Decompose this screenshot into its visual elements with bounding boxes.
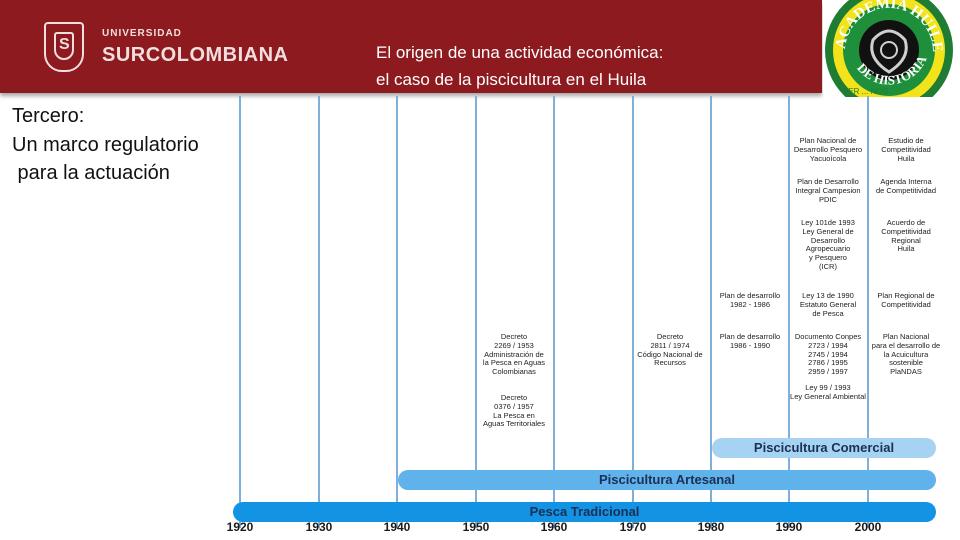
timeline-gridline [553, 96, 555, 528]
side-text-line-1: Tercero: [12, 105, 85, 127]
note-estudio: Estudio de Competitividad Huila [881, 136, 931, 163]
note-plan-regional: Plan Regional de Competitividad [877, 291, 935, 309]
logo-big-text: SURCOLOMBIANA [102, 44, 289, 66]
emblem-bottom-text: VER ... NOS [843, 87, 888, 96]
note-ley-101: Ley 101de 1993 Ley General de Desarrollo… [801, 218, 855, 271]
side-text-line-2: Un marco regulatorio [12, 134, 199, 156]
timeline-gridline [396, 96, 398, 528]
note-decreto-2269: Decreto 2269 / 1953 Administración de la… [482, 332, 546, 377]
note-acuerdo: Acuerdo de Competitividad Regional Huila [881, 218, 931, 254]
year-label: 1940 [383, 520, 411, 534]
year-label: 1980 [697, 520, 725, 534]
year-label: 1990 [775, 520, 803, 534]
note-plandas: Plan Nacional para el desarrollo de la A… [871, 332, 941, 377]
timeline-gridline [239, 96, 241, 528]
note-ley-99: Ley 99 / 1993 Ley General Ambiental [790, 383, 866, 401]
year-label: 1970 [619, 520, 647, 534]
slide-title-line-2: el caso de la piscicultura en el Huila [376, 70, 647, 89]
bar-piscicultura-comercial: Piscicultura Comercial [712, 438, 936, 458]
year-label: 1950 [462, 520, 490, 534]
header-banner: S UNIVERSIDAD SURCOLOMBIANA El origen de… [0, 0, 822, 93]
side-text-line-3: para la actuación [12, 162, 170, 184]
note-plan-1982: Plan de desarrollo 1982 - 1986 [719, 291, 781, 309]
year-label: 1960 [540, 520, 568, 534]
logo-small-text: UNIVERSIDAD [102, 28, 182, 39]
year-label: 2000 [854, 520, 882, 534]
bar-piscicultura-artesanal: Piscicultura Artesanal [398, 470, 936, 490]
note-plan-pesquero: Plan Nacional de Desarrollo Pesquero Yac… [793, 136, 863, 163]
note-decreto-2811: Decreto 2811 / 1974 Código Nacional de R… [637, 332, 703, 368]
note-ley-13: Ley 13 de 1990 Estatuto General de Pesca [799, 291, 857, 318]
note-decreto-0376: Decreto 0376 / 1957 La Pesca en Aguas Te… [483, 393, 545, 429]
note-conpes: Documento Conpes 2723 / 1994 2745 / 1994… [794, 332, 862, 377]
year-label: 1930 [305, 520, 333, 534]
university-logo: S UNIVERSIDAD SURCOLOMBIANA [44, 22, 288, 72]
year-label: 1920 [226, 520, 254, 534]
timeline-gridline [632, 96, 634, 528]
note-agenda: Agenda Interna de Competitividad [875, 177, 937, 195]
timeline-gridline [788, 96, 790, 528]
note-plan-1986: Plan de desarrollo 1986 - 1990 [719, 332, 781, 350]
timeline-gridline [710, 96, 712, 528]
bar-pesca-tradicional: Pesca Tradicional [233, 502, 936, 522]
timeline-gridline [318, 96, 320, 528]
timeline-gridline [475, 96, 477, 528]
academia-emblem: ACADEMIA HUILENSE DE HISTORIA VER ... NO… [823, 0, 960, 97]
shield-icon: S [44, 22, 84, 72]
timeline-gridline [867, 96, 869, 528]
note-pdic: Plan de Desarrollo Integral Campesion PD… [795, 177, 861, 204]
slide-title-line-1: El origen de una actividad económica: [376, 43, 664, 62]
